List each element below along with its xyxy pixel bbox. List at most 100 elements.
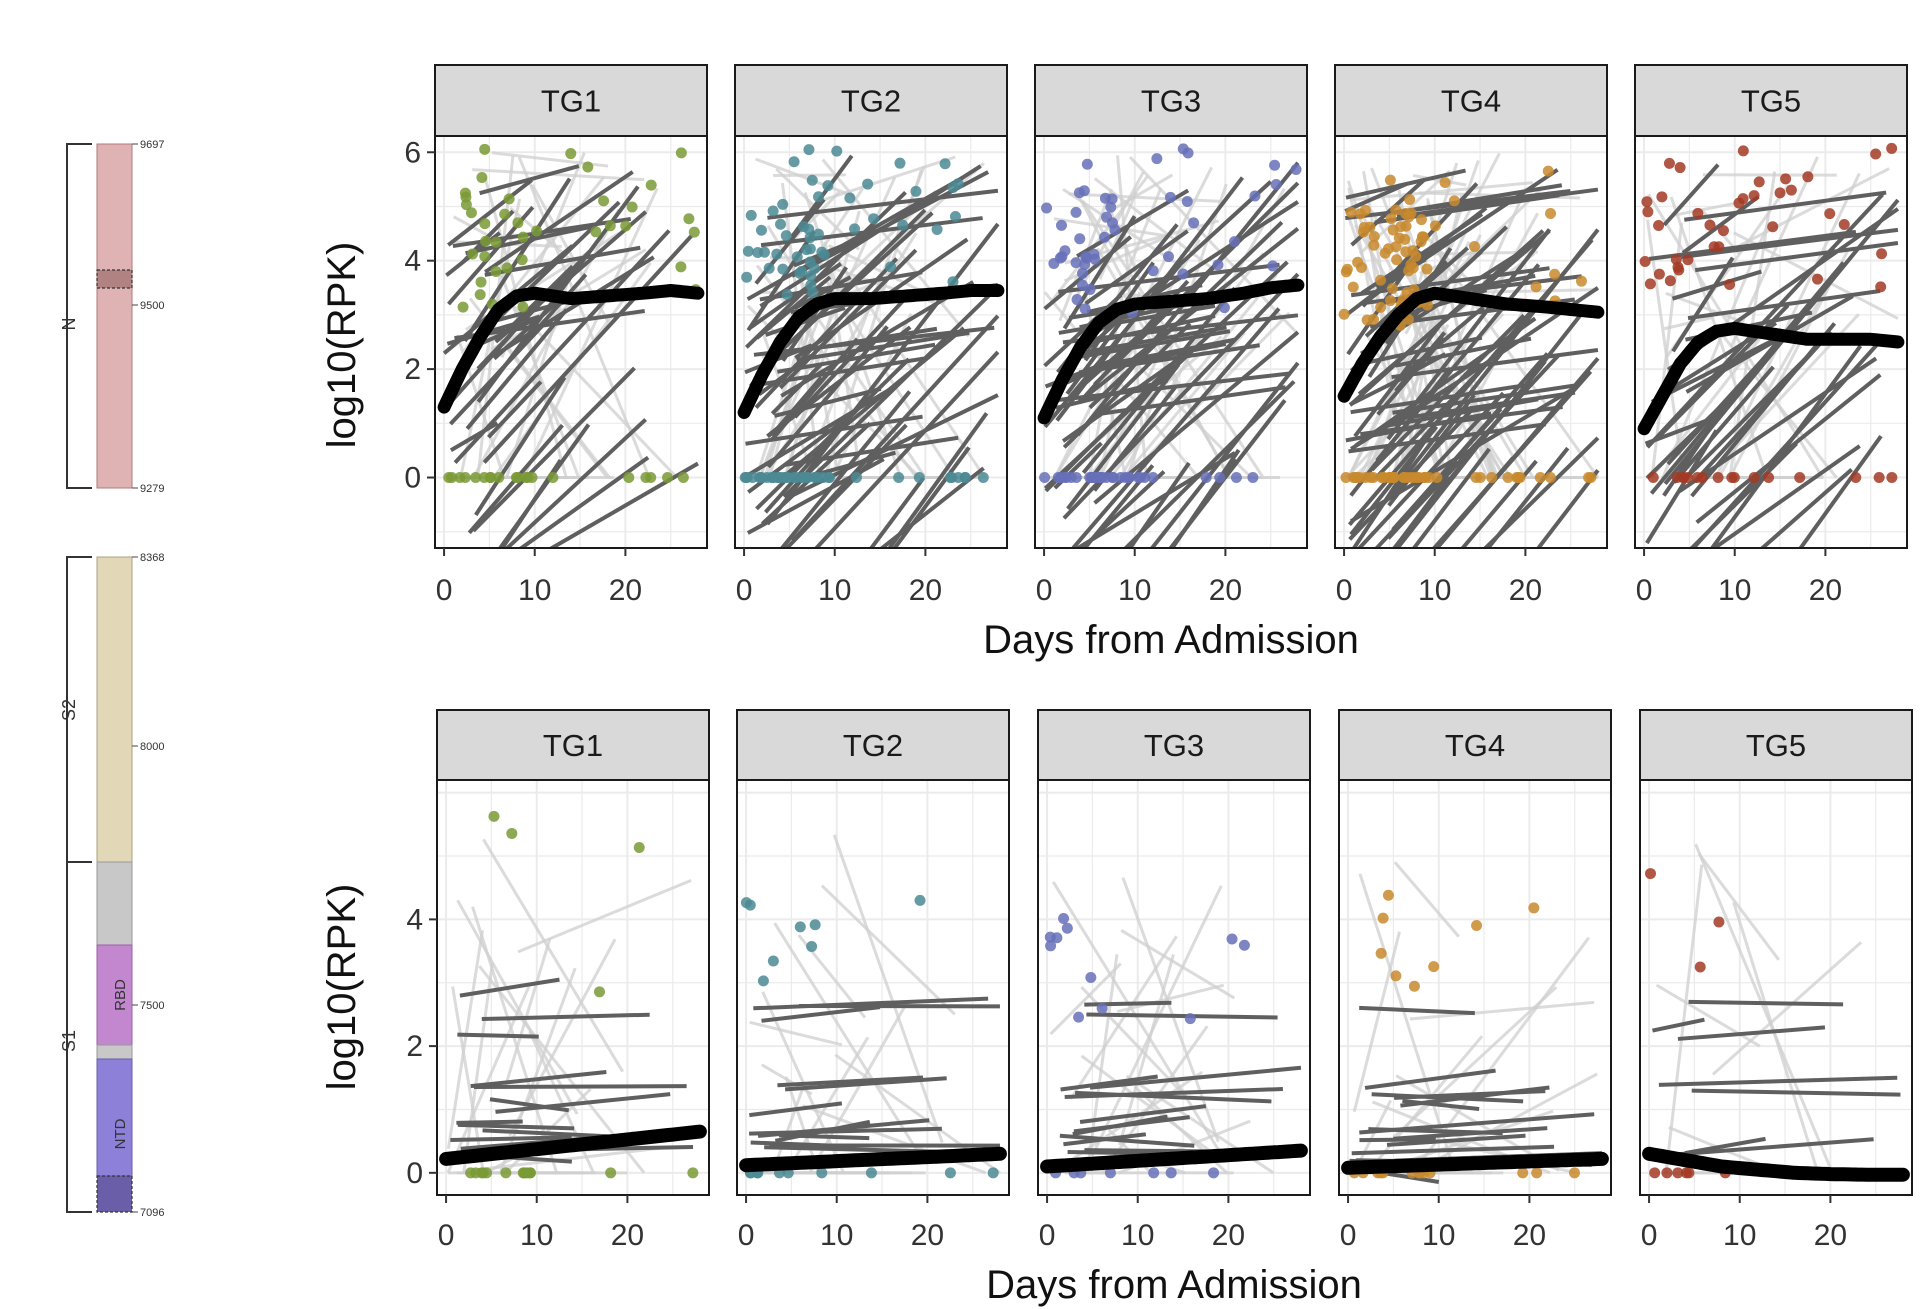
data-point bbox=[1085, 971, 1097, 983]
data-point bbox=[758, 246, 770, 258]
fit-line bbox=[457, 1032, 539, 1039]
x-tick-label: 10 bbox=[518, 574, 551, 607]
subject-line bbox=[504, 938, 552, 1086]
data-point bbox=[1429, 220, 1441, 232]
points bbox=[443, 143, 702, 484]
data-point bbox=[1717, 225, 1729, 237]
x-tick-label: 0 bbox=[1039, 1219, 1056, 1252]
fit-line bbox=[793, 291, 913, 419]
data-point bbox=[1151, 153, 1163, 165]
fit-line bbox=[748, 262, 843, 330]
data-point bbox=[897, 219, 909, 231]
data-point bbox=[1061, 922, 1073, 934]
data-point bbox=[803, 144, 815, 156]
data-point bbox=[547, 472, 559, 484]
fit-line bbox=[1169, 448, 1241, 548]
data-point bbox=[1661, 1167, 1673, 1179]
data-point bbox=[1780, 173, 1792, 185]
data-point bbox=[531, 225, 543, 237]
panel-data bbox=[1642, 843, 1910, 1182]
fit-line bbox=[1535, 469, 1600, 548]
data-point bbox=[620, 220, 632, 232]
data-point bbox=[939, 158, 951, 170]
fit-line bbox=[1382, 397, 1539, 429]
facet-strip-label: TG4 bbox=[1441, 84, 1501, 119]
data-point bbox=[1692, 207, 1704, 219]
y-tick-label: 2 bbox=[404, 353, 421, 386]
fit-line bbox=[1460, 459, 1538, 548]
data-point bbox=[1474, 472, 1486, 484]
y-tick-label: 4 bbox=[404, 245, 421, 278]
data-point bbox=[1838, 218, 1850, 230]
fit-line bbox=[1350, 266, 1550, 298]
subject-line bbox=[1664, 864, 1704, 1173]
data-point bbox=[763, 262, 775, 274]
fit-line bbox=[1093, 181, 1300, 387]
data-point bbox=[1354, 208, 1366, 220]
fit-line bbox=[868, 476, 926, 548]
data-point bbox=[1218, 302, 1230, 314]
fit-line bbox=[1485, 446, 1570, 548]
points bbox=[1338, 165, 1597, 484]
data-point bbox=[1181, 195, 1193, 207]
y-axis-title: log10(RPK) bbox=[320, 884, 364, 1091]
data-point bbox=[1384, 174, 1396, 186]
data-point bbox=[1345, 206, 1357, 218]
data-point bbox=[1073, 187, 1085, 199]
data-point bbox=[524, 1167, 536, 1179]
s1-gap2-segment bbox=[96, 1044, 133, 1060]
data-point bbox=[1415, 214, 1427, 226]
data-point bbox=[1360, 472, 1372, 484]
data-point bbox=[520, 472, 532, 484]
fit-line bbox=[456, 1119, 523, 1125]
data-point bbox=[1367, 472, 1379, 484]
data-point bbox=[1148, 1167, 1160, 1179]
data-point bbox=[1468, 240, 1480, 252]
fit-line bbox=[1798, 434, 1883, 548]
data-point bbox=[478, 472, 490, 484]
fit-line bbox=[1360, 274, 1582, 306]
data-point bbox=[1673, 264, 1685, 276]
data-point bbox=[809, 919, 821, 931]
rbd-label: RBD bbox=[112, 979, 129, 1011]
panel-tg4: TG4 0 10 20 bbox=[1334, 64, 1608, 607]
data-point bbox=[590, 226, 602, 238]
data-point bbox=[1802, 171, 1814, 183]
data-point bbox=[460, 191, 472, 203]
data-point bbox=[1340, 472, 1352, 484]
x-tick-label: 20 bbox=[1209, 574, 1242, 607]
data-point bbox=[1575, 275, 1587, 287]
data-point bbox=[1076, 279, 1088, 291]
panel-data bbox=[1037, 143, 1305, 548]
panel-border bbox=[1334, 135, 1608, 549]
fit-line bbox=[1681, 195, 1760, 255]
s2-label: S2 bbox=[59, 699, 79, 721]
data-point bbox=[465, 207, 477, 219]
subject-line bbox=[1120, 929, 1236, 1000]
data-point bbox=[804, 243, 816, 255]
data-point bbox=[1400, 220, 1412, 232]
x-tick-label: 10 bbox=[1723, 1219, 1756, 1252]
points bbox=[739, 144, 1003, 484]
fit-line bbox=[495, 1092, 671, 1114]
fit-line bbox=[1391, 305, 1485, 386]
x-tick-label: 20 bbox=[909, 574, 942, 607]
fit-line bbox=[1149, 361, 1300, 548]
data-point bbox=[512, 217, 524, 229]
data-point bbox=[865, 1167, 877, 1179]
panel-border bbox=[434, 135, 708, 549]
data-point bbox=[1039, 472, 1051, 484]
subject-line bbox=[1663, 316, 1713, 331]
data-point bbox=[1850, 472, 1862, 484]
data-point bbox=[446, 472, 458, 484]
mean-curve bbox=[1037, 278, 1305, 425]
subject-line bbox=[1661, 222, 1770, 479]
data-point bbox=[1249, 190, 1261, 202]
data-point bbox=[1387, 224, 1399, 236]
facet-strip-label: TG1 bbox=[543, 728, 603, 763]
s1-gap-segment bbox=[96, 861, 133, 946]
fit-line bbox=[1662, 163, 1720, 227]
x-tick-label: 10 bbox=[1121, 1219, 1154, 1252]
subject-line bbox=[1717, 283, 1830, 479]
data-point bbox=[633, 841, 645, 853]
